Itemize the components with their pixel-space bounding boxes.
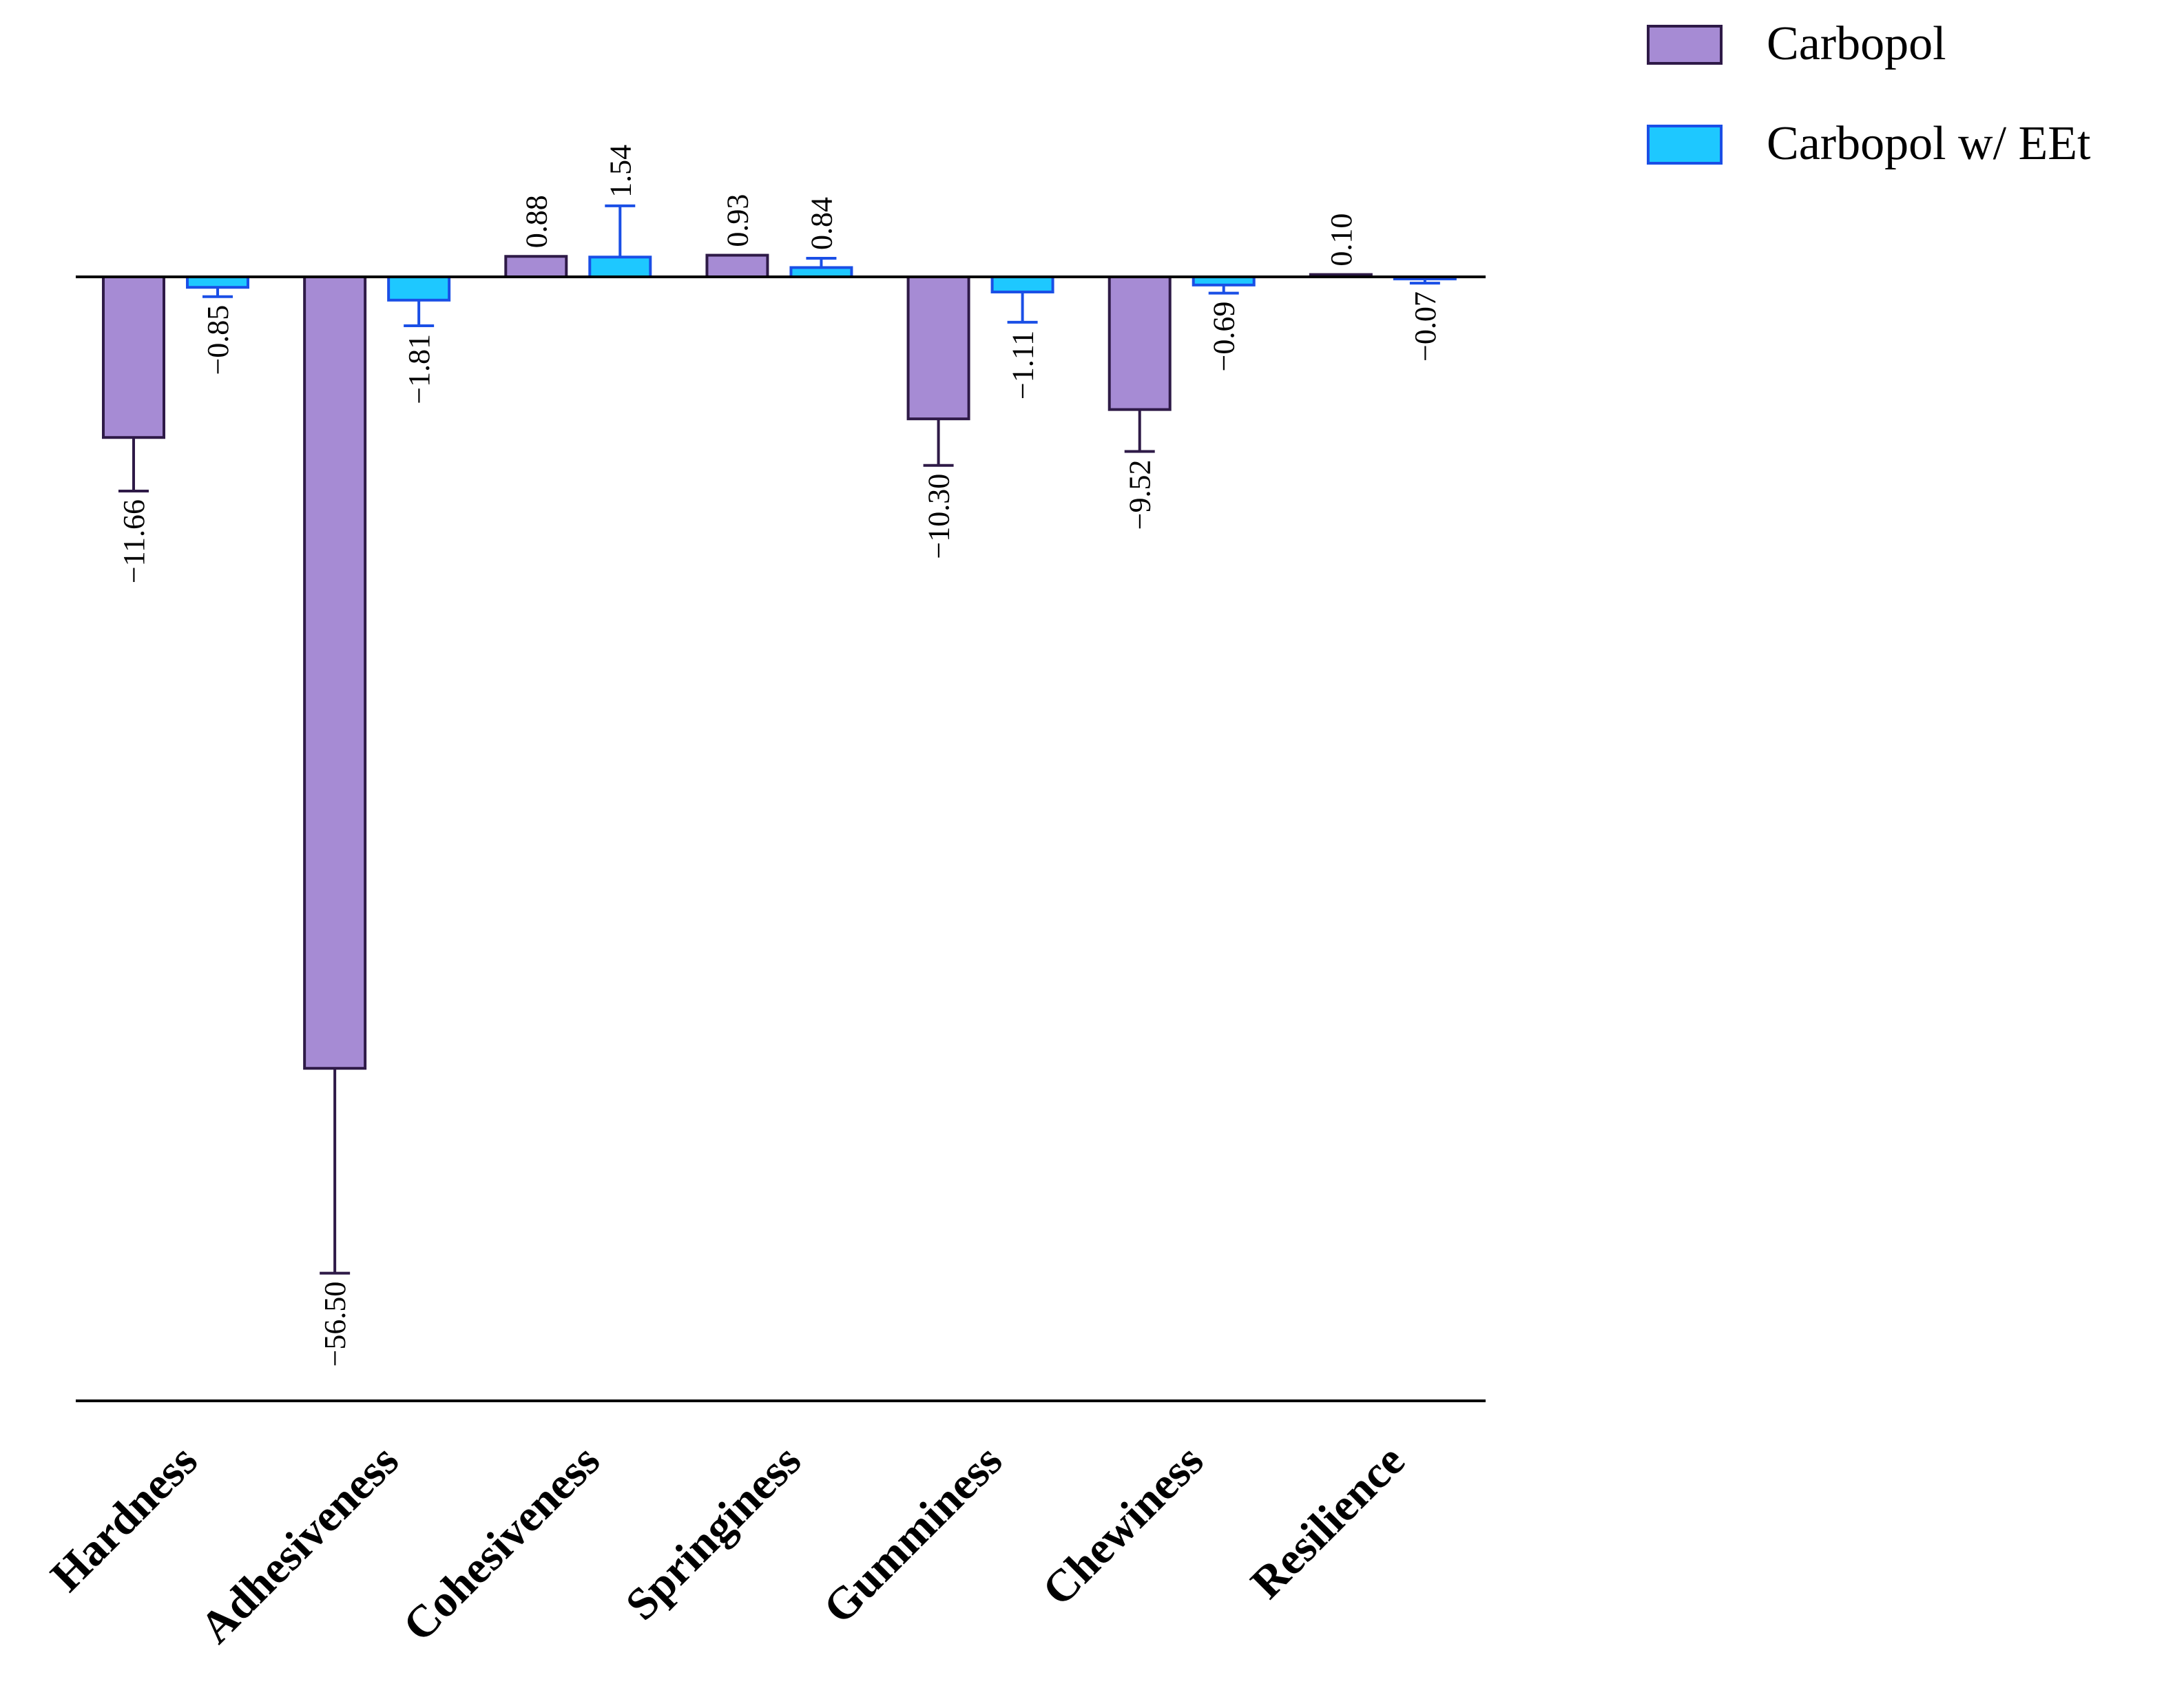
tick-label-springiness: Springiness <box>616 1435 811 1630</box>
legend-swatch-carbopol <box>1647 25 1723 65</box>
legend-label-carbopol: Carbopol <box>1767 17 1946 70</box>
tick-label-gumminess: Gumminess <box>814 1435 1012 1634</box>
tick-label-hardness: Hardness <box>41 1435 207 1601</box>
tick-label-chewiness: Chewiness <box>1033 1435 1214 1616</box>
bar-springiness-carbopol <box>705 253 769 279</box>
error-bar-springiness-carbopol-w-eet <box>806 256 837 268</box>
error-bar-cohesiveness-carbopol-w-eet <box>605 204 636 258</box>
bar-hardness-carbopol-w-eet <box>186 275 249 289</box>
data-label-resilience-carbopol-w-eet: −0.07 <box>1408 291 1442 362</box>
error-bar-gumminess-carbopol-w-eet <box>1007 291 1038 324</box>
bar-cohesiveness-carbopol <box>504 255 568 279</box>
error-bar-hardness-carbopol-w-eet <box>202 287 233 298</box>
data-label-cohesiveness-carbopol-w-eet: 1.54 <box>603 145 637 198</box>
error-bar-adhesiveness-carbopol <box>320 1068 351 1275</box>
data-label-hardness-carbopol: −11.66 <box>117 499 151 583</box>
data-label-gumminess-carbopol-w-eet: −1.11 <box>1006 331 1040 399</box>
legend-swatch-carbopol-w-eet <box>1647 125 1723 165</box>
data-label-springiness-carbopol-w-eet: 0.84 <box>804 197 838 250</box>
error-bar-resilience-carbopol-w-eet <box>1409 278 1440 285</box>
data-label-chewiness-carbopol: −9.52 <box>1123 460 1157 530</box>
legend: Carbopol Carbopol w/ EEt <box>1647 17 2091 170</box>
bars-layer: −11.66 −0.85 −56.50 −1.81 0.88 1.54 0.93 0.84 −1… <box>102 145 1457 1367</box>
data-label-springiness-carbopol: 0.93 <box>720 194 754 247</box>
bar-gumminess-carbopol-w-eet <box>990 275 1054 293</box>
error-bar-chewiness-carbopol <box>1124 409 1155 453</box>
tick-label-resilience: Resilience <box>1241 1435 1414 1608</box>
bar-chewiness-carbopol <box>1107 275 1172 411</box>
data-label-resilience-carbopol: 0.10 <box>1324 214 1358 267</box>
bar-hardness-carbopol <box>102 275 165 439</box>
error-bar-hardness-carbopol <box>118 437 149 492</box>
data-label-cohesiveness-carbopol: 0.88 <box>519 195 553 248</box>
tick-label-cohesiveness: Cohesiveness <box>393 1435 610 1652</box>
data-label-adhesiveness-carbopol-w-eet: −1.81 <box>402 334 436 404</box>
error-bar-chewiness-carbopol-w-eet <box>1208 284 1239 295</box>
error-bar-adhesiveness-carbopol-w-eet <box>404 300 435 327</box>
legend-label-carbopol-w-eet: Carbopol w/ EEt <box>1767 117 2091 170</box>
bar-cohesiveness-carbopol-w-eet <box>588 256 652 278</box>
data-label-gumminess-carbopol: −10.30 <box>922 474 956 559</box>
bar-springiness-carbopol-w-eet <box>789 266 853 279</box>
data-label-adhesiveness-carbopol: −56.50 <box>318 1282 352 1367</box>
error-bar-gumminess-carbopol <box>923 419 954 467</box>
bar-adhesiveness-carbopol-w-eet <box>387 275 451 302</box>
tick-label-adhesiveness: Adhesiveness <box>191 1435 408 1653</box>
bar-gumminess-carbopol <box>906 275 970 421</box>
data-label-hardness-carbopol-w-eet: −0.85 <box>201 305 235 375</box>
data-label-chewiness-carbopol-w-eet: −0.69 <box>1207 302 1241 372</box>
bar-adhesiveness-carbopol <box>303 275 367 1070</box>
